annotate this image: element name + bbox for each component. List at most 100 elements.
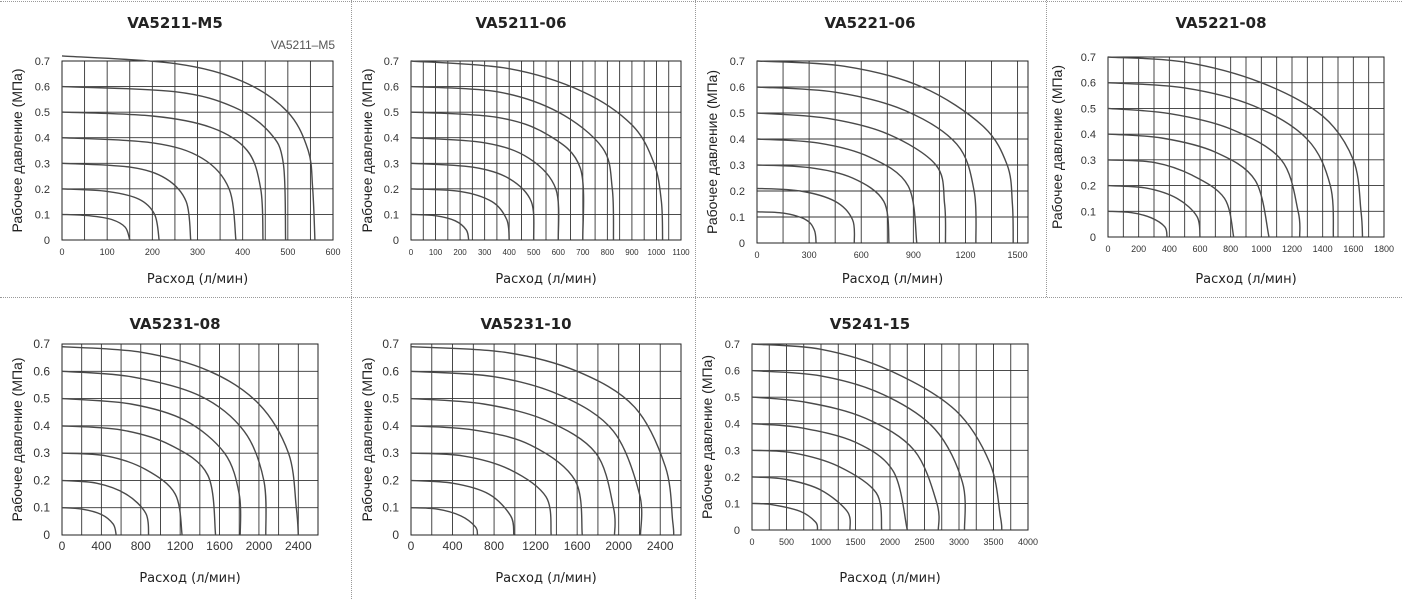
x-tick-label: 2400 [647,539,674,553]
y-tick-label: 0.3 [382,446,399,460]
x-tick-label: 0 [1105,244,1110,254]
pressure-curve [410,188,510,241]
pressure-curve [756,138,918,244]
y-tick-label: 0.7 [1081,52,1096,64]
pressure-curve [751,449,883,531]
y-tick-label: 0.3 [725,445,740,457]
pressure-curve [410,479,515,536]
pressure-curve [61,397,242,536]
y-tick-label: 0.1 [382,501,399,515]
y-tick-label: 0.7 [725,339,740,351]
chart-title: VA5211-M5 [127,14,223,32]
y-tick-label: 0.6 [725,366,740,378]
pressure-curve [1107,159,1235,238]
x-axis-label: Расход (л/мин) [147,272,248,287]
pressure-curve [61,55,316,241]
pressure-curve [410,425,583,536]
chart-subtitle: VA5211–M5 [271,38,336,52]
plot-frame [410,343,682,536]
y-tick-label: 0.3 [33,446,50,460]
pressure-curve [61,507,117,536]
chart-panel: VA5211-06 0 0.1 0.2 0.3 0.4 0.5 0.6 0.7 0 100 200 30… [351,0,695,297]
y-tick-label: 0.5 [35,107,50,119]
pressure-curve [410,85,615,241]
pressure-curve [61,452,183,536]
y-tick-label: 0.2 [725,472,740,484]
x-axis-label: Расход (л/мин) [1195,272,1296,287]
y-tick-label: 0.5 [382,392,399,406]
pressure-curve [61,162,192,241]
chart-panel: VA5231-10 0 0.1 0.2 0.3 0.4 0.5 0.6 0.7 0 400 800 12… [351,297,695,599]
y-tick-label: 0.7 [382,337,399,351]
x-tick-label: 1400 [1313,244,1333,254]
x-tick-label: 0 [59,247,64,257]
plot-frame [756,60,1029,244]
x-tick-label: 400 [91,539,111,553]
column-divider [351,0,352,599]
chart-svg: VA5231-10 0 0.1 0.2 0.3 0.4 0.5 0.6 0.7 0 400 800 12… [359,315,682,586]
pressure-curve [1107,133,1270,238]
y-tick-label: 0.3 [35,158,50,170]
pressure-curve [410,137,560,241]
y-tick-label: 0.3 [730,160,745,172]
x-tick-label: 800 [131,539,151,553]
pressure-curve [410,346,675,536]
x-tick-label: 2400 [285,539,312,553]
x-tick-label: 200 [1131,244,1146,254]
pressure-curve [410,452,552,536]
y-tick-label: 0.7 [730,56,745,68]
x-tick-label: 500 [779,537,794,547]
y-tick-label: 0.4 [1081,129,1096,141]
y-tick-label: 0 [739,238,745,250]
pressure-curve [1107,210,1168,238]
x-tick-label: 400 [443,539,463,553]
y-axis-label: Рабочее давление (МПа) [1049,65,1065,229]
chart-panel: VA5231-08 0 0.1 0.2 0.3 0.4 0.5 0.6 0.7 0 400 800 12… [0,297,351,599]
top-border [0,1,1402,2]
pressure-curve [61,479,150,536]
x-tick-label: 300 [478,248,492,257]
pressure-curve [61,213,131,241]
y-tick-label: 0.5 [725,392,740,404]
chart-svg: VA5221-08 0 0.1 0.2 0.3 0.4 0.5 0.6 0.7 0 200 400 60… [1049,14,1394,287]
x-tick-label: 200 [453,248,467,257]
x-tick-label: 800 [601,248,615,257]
pressure-curve [61,425,217,536]
x-tick-label: 400 [1162,244,1177,254]
x-tick-label: 4000 [1018,537,1038,547]
y-tick-label: 0.3 [1081,155,1096,167]
x-tick-label: 100 [100,247,115,257]
chart-title: V5241-15 [830,315,910,333]
pressure-curve [410,213,470,241]
y-tick-label: 0.3 [384,158,399,170]
x-axis-label: Расход (л/мин) [842,272,943,287]
y-tick-label: 0.6 [384,82,399,94]
y-tick-label: 0.7 [384,56,399,68]
y-tick-label: 0.6 [33,364,50,378]
x-tick-label: 2000 [605,539,632,553]
pressure-curve [410,507,479,536]
x-axis-label: Расход (л/мин) [839,571,940,586]
x-tick-label: 400 [235,247,250,257]
y-axis-label: Рабочее давление (МПа) [704,70,720,234]
row-divider [0,297,1402,298]
pressure-curve [756,112,947,244]
y-tick-label: 0.1 [725,498,740,510]
x-tick-label: 800 [1223,244,1238,254]
chart-svg: VA5211-06 0 0.1 0.2 0.3 0.4 0.5 0.6 0.7 0 100 200 30… [359,14,690,287]
plot-frame [410,60,682,241]
x-tick-label: 1200 [522,539,549,553]
x-tick-label: 0 [408,539,415,553]
pressure-curve [1107,107,1301,238]
pressure-curve [410,60,664,241]
x-tick-label: 2500 [914,537,934,547]
pressure-curve [61,346,299,536]
y-tick-label: 0.6 [35,82,50,94]
pressure-curve [1107,56,1364,238]
plot-frame [61,343,319,536]
pressure-curve [61,370,267,536]
y-tick-label: 0.2 [384,184,399,196]
y-axis-label: Рабочее давление (МПа) [359,357,375,521]
x-tick-label: 100 [429,248,443,257]
pressure-curve [751,502,819,531]
